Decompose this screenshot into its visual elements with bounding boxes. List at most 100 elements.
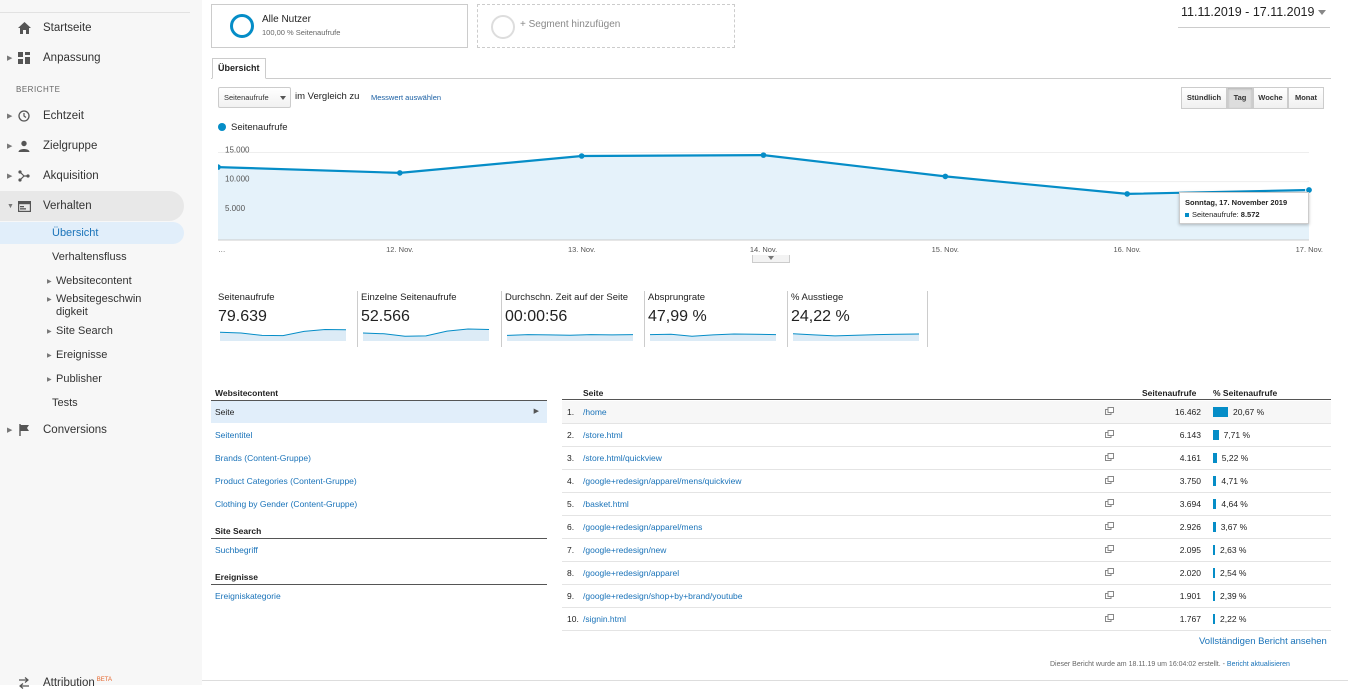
sparkline-line xyxy=(650,333,776,337)
left-table-item-event-category[interactable]: Ereigniskategorie xyxy=(215,591,281,601)
kpi-value: 24,22 % xyxy=(791,308,850,325)
left-table-item-product-categories[interactable]: Product Categories (Content-Gruppe) xyxy=(215,476,357,486)
row-number: 6. xyxy=(567,522,575,532)
row-page-link[interactable]: /google+redesign/shop+by+brand/youtube xyxy=(583,591,743,601)
caret-right-icon: ▶ xyxy=(47,329,52,335)
sidebar-divider xyxy=(0,12,190,13)
sidebar-subitem-site-content[interactable]: ▶ Websitecontent xyxy=(0,275,184,289)
sidebar-item-behavior[interactable]: ▼ Verhalten xyxy=(0,191,184,221)
row-share-bar xyxy=(1213,453,1217,463)
sidebar-subitem-site-speed[interactable]: ▶ Websitegeschwin digkeit xyxy=(0,293,184,319)
row-page-link[interactable]: /store.html/quickview xyxy=(583,453,662,463)
series-area xyxy=(218,155,1309,240)
row-number: 8. xyxy=(567,568,575,578)
sidebar-subitem-events[interactable]: ▶ Ereignisse xyxy=(0,349,184,363)
granularity-day-button[interactable]: Tag xyxy=(1227,87,1253,109)
table-row: 3. /store.html/quickview 4.161 5,22 % xyxy=(562,447,1331,470)
sidebar-item-home[interactable]: Startseite xyxy=(0,13,184,43)
left-table-item-page-title[interactable]: Seitentitel xyxy=(215,430,253,440)
table-row: 6. /google+redesign/apparel/mens 2.926 3,67… xyxy=(562,516,1331,539)
open-in-new-icon[interactable] xyxy=(1105,476,1114,484)
column-header-page: Seite xyxy=(583,388,604,398)
x-tick-label: 17. Nov. xyxy=(1296,245,1323,254)
open-in-new-icon[interactable] xyxy=(1105,614,1114,622)
row-page-link[interactable]: /google+redesign/new xyxy=(583,545,667,555)
sparkline-area xyxy=(220,329,346,341)
row-pageviews: 6.143 xyxy=(1179,430,1201,440)
report-generated-note: Dieser Bericht wurde am 18.11.19 um 16:0… xyxy=(1050,661,1290,668)
row-number: 9. xyxy=(567,591,575,601)
row-pageviews: 4.161 xyxy=(1179,453,1201,463)
row-page-link[interactable]: /store.html xyxy=(583,430,623,440)
tab-overview[interactable]: Übersicht xyxy=(212,58,266,79)
choose-metric-link[interactable]: Messwert auswählen xyxy=(371,93,442,102)
home-icon xyxy=(17,21,31,35)
row-pageviews-percent: 7,71 % xyxy=(1223,430,1251,440)
granularity-week-button[interactable]: Woche xyxy=(1253,87,1288,109)
add-segment-button[interactable]: + Segment hinzufügen xyxy=(477,4,735,48)
open-in-new-icon[interactable] xyxy=(1105,545,1114,553)
granularity-month-button[interactable]: Monat xyxy=(1288,87,1324,109)
kpi-tile[interactable]: Seitenaufrufe 79.639 xyxy=(218,291,358,347)
chevron-down-icon xyxy=(1318,10,1326,15)
metric-select[interactable]: Seitenaufrufe xyxy=(218,87,291,108)
open-in-new-icon[interactable] xyxy=(1105,453,1114,461)
sidebar-item-realtime[interactable]: ▶ Echtzeit xyxy=(0,101,184,131)
line-chart[interactable]: 15.000 10.000 5.000 … 12. Nov. 13. Nov. 14. No… xyxy=(218,135,1326,257)
row-page-link[interactable]: /google+redesign/apparel/mens xyxy=(583,522,703,532)
sidebar-subitem-site-search[interactable]: ▶ Site Search xyxy=(0,325,184,339)
open-in-new-icon[interactable] xyxy=(1105,568,1114,576)
sidebar-subitem-publisher[interactable]: ▶ Publisher xyxy=(0,373,184,387)
row-pageviews: 3.750 xyxy=(1179,476,1201,486)
sidebar-item-label: Ereignisse xyxy=(56,349,108,361)
left-table-item-clothing-by-gender[interactable]: Clothing by Gender (Content-Gruppe) xyxy=(215,499,358,509)
open-in-new-icon[interactable] xyxy=(1105,591,1114,599)
tooltip-value-line: Seitenaufrufe: 8.572 xyxy=(1185,210,1303,219)
x-tick-label: … xyxy=(218,245,226,254)
y-tick-label: 10.000 xyxy=(225,175,250,184)
sidebar-item-customization[interactable]: ▶ Anpassung xyxy=(0,43,184,73)
sidebar-item-attribution[interactable]: Attribution BETA xyxy=(0,668,184,698)
sidebar-subitem-flow[interactable]: Verhaltensfluss xyxy=(0,246,184,268)
table-row: 7. /google+redesign/new 2.095 2,63 % xyxy=(562,539,1331,562)
segment-name: Alle Nutzer xyxy=(262,14,311,25)
granularity-hourly-button[interactable]: Stündlich xyxy=(1181,87,1227,109)
row-pageviews-percent: 4,64 % xyxy=(1221,499,1248,509)
sidebar-subitem-overview[interactable]: Übersicht xyxy=(0,222,184,244)
caret-right-icon: ▶ xyxy=(7,427,13,434)
sparkline-line xyxy=(507,334,633,336)
caret-right-icon: ▶ xyxy=(47,353,52,359)
open-in-new-icon[interactable] xyxy=(1105,430,1114,438)
left-table-divider xyxy=(211,400,547,401)
date-range-picker[interactable]: 11.11.2019 - 17.11.2019 xyxy=(1178,4,1330,28)
sidebar-item-conversions[interactable]: ▶ Conversions xyxy=(0,415,184,445)
row-page-link[interactable]: /google+redesign/apparel/mens/quickview xyxy=(583,476,742,486)
left-table-item-brands[interactable]: Brands (Content-Gruppe) xyxy=(215,453,311,463)
sidebar-subitem-tests[interactable]: Tests xyxy=(0,392,184,414)
swap-icon xyxy=(17,676,31,690)
open-in-new-icon[interactable] xyxy=(1105,522,1114,530)
row-page-link[interactable]: /basket.html xyxy=(583,499,629,509)
kpi-tile[interactable]: Absprungrate 47,99 % xyxy=(644,291,788,347)
segment-all-users[interactable]: Alle Nutzer 100,00 % Seitenaufrufe xyxy=(211,4,468,48)
open-in-new-icon[interactable] xyxy=(1105,499,1114,507)
sidebar-item-acquisition[interactable]: ▶ Akquisition xyxy=(0,161,184,191)
full-report-link[interactable]: Vollständigen Bericht ansehen xyxy=(1199,636,1327,647)
kpi-tile[interactable]: Durchschn. Zeit auf der Seite 00:00:56 xyxy=(501,291,645,347)
open-in-new-icon[interactable] xyxy=(1105,407,1114,415)
row-page-link[interactable]: /signin.html xyxy=(583,614,626,624)
chart-collapse-handle[interactable] xyxy=(752,255,790,263)
table-row: 2. /store.html 6.143 7,71 % xyxy=(562,424,1331,447)
kpi-tile[interactable]: % Ausstiege 24,22 % xyxy=(787,291,931,347)
kpi-tile[interactable]: Einzelne Seitenaufrufe 52.566 xyxy=(357,291,501,347)
y-tick-label: 15.000 xyxy=(225,146,250,155)
row-page-link[interactable]: /home xyxy=(583,407,607,417)
left-table-item-page[interactable]: Seite ▶ xyxy=(211,401,547,423)
left-table-item-search-term[interactable]: Suchbegriff xyxy=(215,545,258,555)
sidebar-item-audience[interactable]: ▶ Zielgruppe xyxy=(0,131,184,161)
row-page-link[interactable]: /google+redesign/apparel xyxy=(583,568,680,578)
row-pageviews-percent: 20,67 % xyxy=(1233,407,1265,417)
refresh-report-link[interactable]: Bericht aktualisieren xyxy=(1226,661,1290,668)
sparkline-area xyxy=(363,329,489,341)
kpi-separator xyxy=(501,291,502,347)
